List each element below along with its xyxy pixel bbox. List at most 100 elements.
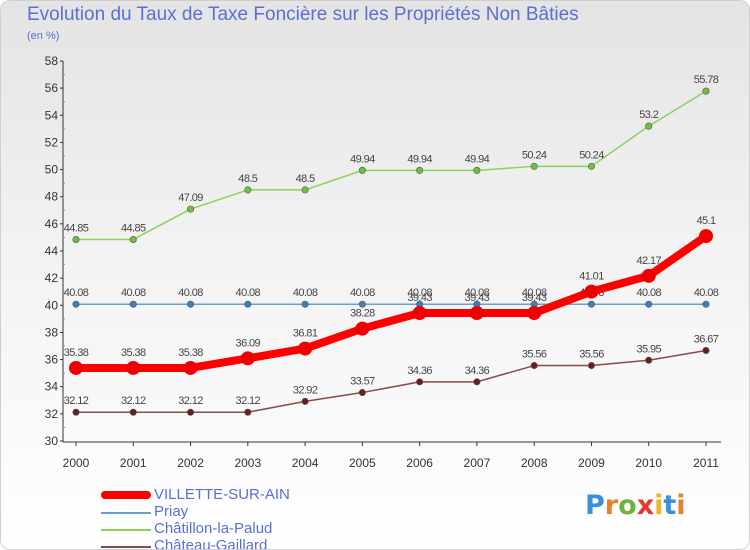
data-point <box>645 122 653 130</box>
y-tick-label: 30 <box>45 434 59 448</box>
data-label: 40.08 <box>64 287 89 299</box>
data-point <box>126 360 141 375</box>
data-point <box>530 362 538 370</box>
data-point <box>702 300 710 308</box>
data-label: 35.38 <box>178 347 203 359</box>
data-point <box>527 306 542 321</box>
data-label: 35.56 <box>579 349 604 361</box>
data-label: 41.01 <box>579 271 604 283</box>
data-point <box>69 360 83 375</box>
chart-unit-label: (en %) <box>27 30 60 42</box>
logo-letter: o <box>618 490 637 521</box>
data-label: 35.38 <box>121 347 146 359</box>
data-label: 40.08 <box>178 287 203 299</box>
logo-letter: t <box>663 490 677 521</box>
y-tick-label: 50 <box>45 163 59 177</box>
data-point <box>645 300 653 308</box>
data-label: 39.43 <box>465 292 490 304</box>
data-point <box>412 306 427 321</box>
proxiti-logo: Proxiti <box>585 490 686 521</box>
data-point <box>416 378 424 386</box>
data-point <box>72 408 80 416</box>
data-label: 33.57 <box>350 376 375 388</box>
y-tick-label: 36 <box>45 353 59 367</box>
data-point <box>702 87 710 95</box>
y-tick-label: 34 <box>45 380 59 394</box>
series-line <box>75 349 707 413</box>
x-tick-label: 2007 <box>464 456 491 470</box>
y-tick-label: 40 <box>45 298 59 312</box>
y-tick-label: 54 <box>45 108 59 122</box>
y-tick-label: 52 <box>45 135 59 149</box>
data-label: 44.85 <box>64 222 89 234</box>
y-tick-label: 48 <box>45 190 59 204</box>
data-label: 40.08 <box>522 287 547 299</box>
legend-item-chateau-gaillard: Château-Gaillard <box>101 537 401 550</box>
data-label: 36.67 <box>694 333 719 345</box>
data-label: 38.28 <box>350 308 375 320</box>
legend-swatch-chatillon <box>101 529 151 531</box>
legend-swatch-priay <box>101 512 151 514</box>
data-point <box>301 300 309 308</box>
x-tick-label: 2001 <box>120 456 147 470</box>
data-label: 49.94 <box>465 153 490 165</box>
data-point <box>416 166 424 174</box>
data-label: 32.92 <box>293 384 318 396</box>
data-label: 40.08 <box>694 287 719 299</box>
data-point <box>645 356 653 364</box>
x-tick-label: 2010 <box>635 456 662 470</box>
x-tick-label: 2002 <box>177 456 204 470</box>
legend-label-priay: Priay <box>154 503 189 520</box>
data-point <box>473 378 481 386</box>
data-point <box>301 397 309 405</box>
y-tick-label: 56 <box>45 81 59 95</box>
series-line <box>75 90 707 241</box>
data-label: 40.08 <box>350 287 375 299</box>
data-point <box>183 360 198 375</box>
x-tick-label: 2009 <box>578 456 605 470</box>
y-tick-label: 32 <box>45 407 59 421</box>
data-label: 49.94 <box>407 153 432 165</box>
data-label: 53.2 <box>639 109 658 121</box>
data-point <box>301 186 309 194</box>
legend-item-priay: Priay <box>101 504 401 521</box>
x-tick-label: 2003 <box>234 456 261 470</box>
legend-label-chatillon: Châtillon-la-Palud <box>154 520 273 537</box>
chart-title: Evolution du Taux de Taxe Foncière sur l… <box>27 4 579 25</box>
y-tick-label: 42 <box>45 271 59 285</box>
data-point <box>72 300 80 308</box>
data-label: 34.36 <box>465 365 490 377</box>
data-label: 32.12 <box>64 395 89 407</box>
x-tick-label: 2006 <box>406 456 433 470</box>
data-label: 40.08 <box>636 287 661 299</box>
y-tick-label: 58 <box>45 54 59 68</box>
logo-letter: P <box>585 490 605 521</box>
data-point <box>187 300 195 308</box>
data-point <box>187 205 195 213</box>
y-tick-label: 44 <box>45 244 59 258</box>
data-label: 49.94 <box>350 153 375 165</box>
data-point <box>244 186 252 194</box>
data-point <box>699 229 713 244</box>
data-label: 35.95 <box>636 343 661 355</box>
data-point <box>298 341 313 356</box>
data-label: 36.81 <box>293 328 318 340</box>
data-label: 39.43 <box>522 292 547 304</box>
legend-item-villette: VILLETTE-SUR-AIN <box>101 487 401 504</box>
data-label: 32.12 <box>236 395 261 407</box>
data-point <box>587 162 595 170</box>
legend-item-chatillon: Châtillon-la-Palud <box>101 521 401 538</box>
data-label: 40.08 <box>407 287 432 299</box>
legend-swatch-chateau-gaillard <box>101 546 151 548</box>
data-label: 34.36 <box>407 365 432 377</box>
data-label: 39.43 <box>407 292 432 304</box>
data-label: 48.5 <box>296 173 315 185</box>
data-point <box>358 166 366 174</box>
legend-label-chateau-gaillard: Château-Gaillard <box>154 537 268 550</box>
data-point <box>587 300 595 308</box>
data-point <box>72 235 80 243</box>
data-point <box>641 268 656 283</box>
data-point <box>358 300 366 308</box>
